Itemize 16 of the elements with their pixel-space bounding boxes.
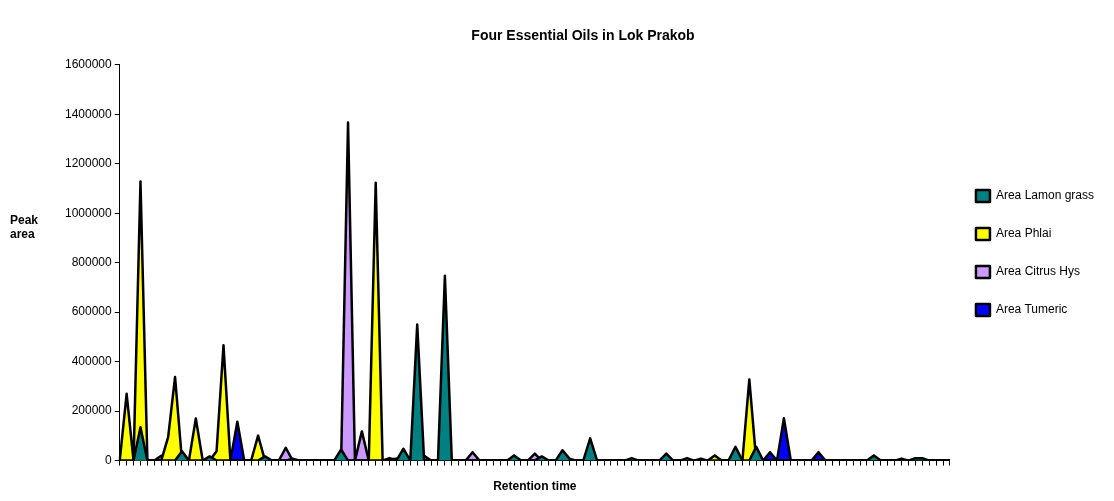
- y-tick-label: 1600000: [65, 57, 113, 72]
- legend-label: Area Tumeric: [995, 302, 1068, 317]
- chart-title: Four Essential Oils in Lok Prakob: [471, 27, 695, 44]
- y-tick-label: 1400000: [65, 106, 113, 121]
- y-tick-label: 0: [105, 452, 113, 467]
- y-tick-label: 800000: [71, 255, 113, 270]
- y-tick-label: 400000: [71, 353, 113, 368]
- legend-label: Area Lamon grass: [995, 188, 1095, 203]
- y-tick-label: 600000: [71, 304, 113, 319]
- y-tick-label: 200000: [71, 403, 113, 418]
- legend-label: Area Phlai: [995, 226, 1052, 241]
- legend-label: Area Citrus Hys: [995, 264, 1080, 279]
- y-tick-label: 1000000: [65, 205, 113, 220]
- y-axis-title: Peak area: [10, 213, 40, 241]
- y-tick-label: 1200000: [65, 156, 113, 171]
- x-axis-title: Retention time: [493, 479, 577, 494]
